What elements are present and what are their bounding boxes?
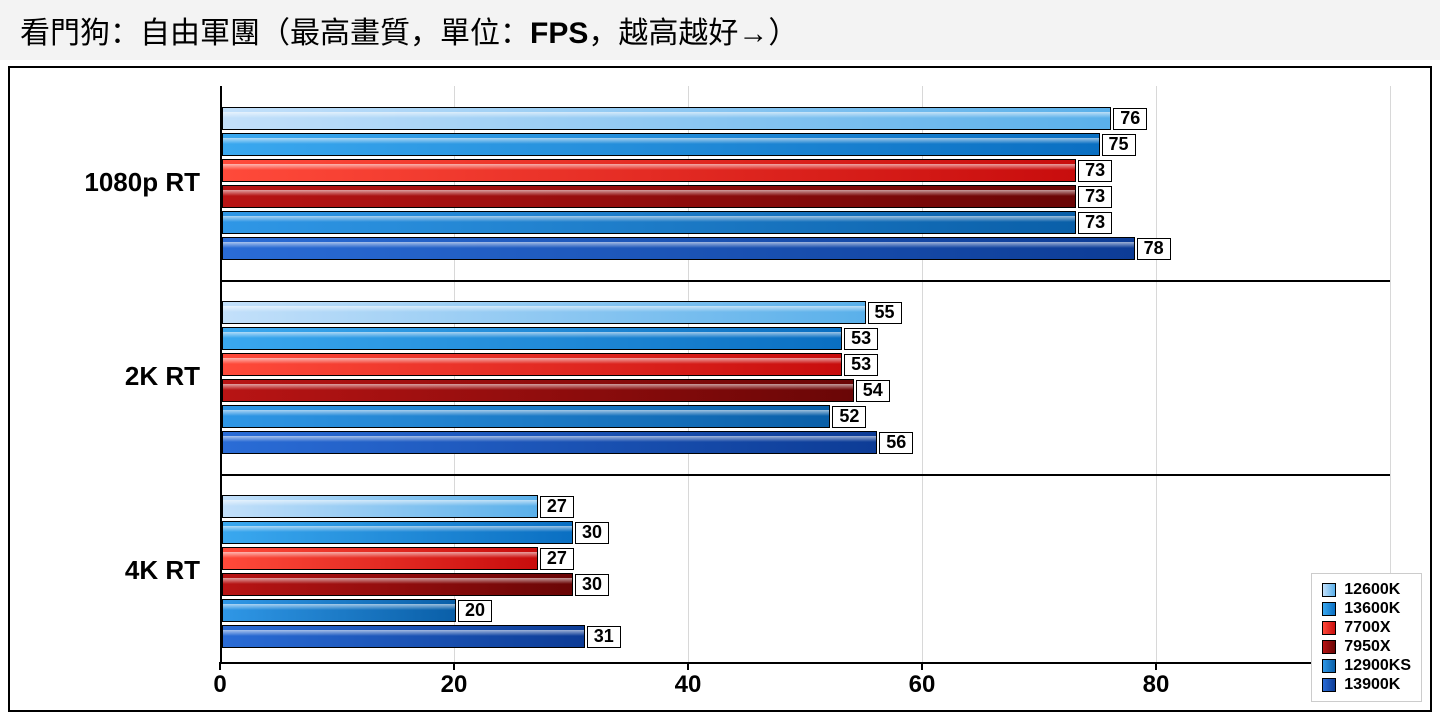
bar xyxy=(222,431,877,454)
bar xyxy=(222,353,842,376)
value-label: 27 xyxy=(540,496,574,518)
bar xyxy=(222,159,1076,182)
legend-item: 13600K xyxy=(1322,600,1411,618)
value-label: 76 xyxy=(1113,108,1147,130)
title-post: ，越高越好→） xyxy=(588,8,798,52)
x-tick-mark xyxy=(1155,662,1157,670)
bar xyxy=(222,625,585,648)
gridline xyxy=(1156,86,1157,664)
x-tick-label: 0 xyxy=(213,671,226,699)
value-label: 53 xyxy=(844,354,878,376)
bar xyxy=(222,379,854,402)
legend-item: 12900KS xyxy=(1322,657,1411,675)
group-divider xyxy=(220,280,1390,282)
x-axis-line xyxy=(220,662,1390,664)
bar xyxy=(222,211,1076,234)
value-label: 54 xyxy=(856,380,890,402)
x-tick-label: 20 xyxy=(441,671,468,699)
value-label: 27 xyxy=(540,548,574,570)
legend-label: 13600K xyxy=(1344,600,1400,618)
x-tick-mark xyxy=(687,662,689,670)
bar xyxy=(222,327,842,350)
value-label: 31 xyxy=(587,626,621,648)
value-label: 56 xyxy=(879,432,913,454)
chart-frame: 0204060801001080p RT7675737373782K RT555… xyxy=(8,66,1432,712)
legend-label: 12600K xyxy=(1344,581,1400,599)
x-tick-label: 80 xyxy=(1143,671,1170,699)
plot-area: 0204060801001080p RT7675737373782K RT555… xyxy=(220,86,1390,664)
value-label: 30 xyxy=(575,574,609,596)
legend-item: 12600K xyxy=(1322,581,1411,599)
bar xyxy=(222,547,538,570)
bar xyxy=(222,185,1076,208)
bar xyxy=(222,495,538,518)
bar xyxy=(222,133,1100,156)
legend-swatch xyxy=(1322,640,1336,654)
bar xyxy=(222,521,573,544)
category-label: 4K RT xyxy=(125,555,200,586)
legend-swatch xyxy=(1322,602,1336,616)
title-bold: FPS xyxy=(530,17,588,51)
category-label: 2K RT xyxy=(125,361,200,392)
bar xyxy=(222,573,573,596)
bar xyxy=(222,107,1111,130)
value-label: 52 xyxy=(832,406,866,428)
value-label: 75 xyxy=(1102,134,1136,156)
legend-swatch xyxy=(1322,583,1336,597)
value-label: 53 xyxy=(844,328,878,350)
legend: 12600K13600K7700X7950X12900KS13900K xyxy=(1311,573,1422,702)
x-tick-mark xyxy=(453,662,455,670)
value-label: 55 xyxy=(868,302,902,324)
category-label: 1080p RT xyxy=(84,167,200,198)
legend-swatch xyxy=(1322,659,1336,673)
value-label: 73 xyxy=(1078,212,1112,234)
group-divider xyxy=(220,474,1390,476)
legend-swatch xyxy=(1322,621,1336,635)
legend-label: 7950X xyxy=(1344,638,1390,656)
bar xyxy=(222,405,830,428)
legend-item: 13900K xyxy=(1322,676,1411,694)
legend-item: 7700X xyxy=(1322,619,1411,637)
bar xyxy=(222,237,1135,260)
title-pre: 看門狗：自由軍團（最高畫質，單位： xyxy=(20,8,530,52)
chart-title: 看門狗：自由軍團（最高畫質，單位： FPS ，越高越好→） xyxy=(0,0,1440,60)
legend-item: 7950X xyxy=(1322,638,1411,656)
value-label: 73 xyxy=(1078,186,1112,208)
legend-label: 13900K xyxy=(1344,676,1400,694)
bar xyxy=(222,599,456,622)
x-tick-label: 60 xyxy=(909,671,936,699)
x-tick-label: 40 xyxy=(675,671,702,699)
bar xyxy=(222,301,866,324)
legend-label: 7700X xyxy=(1344,619,1390,637)
legend-label: 12900KS xyxy=(1344,657,1411,675)
x-tick-mark xyxy=(219,662,221,670)
legend-swatch xyxy=(1322,678,1336,692)
x-tick-mark xyxy=(921,662,923,670)
value-label: 20 xyxy=(458,600,492,622)
value-label: 78 xyxy=(1137,238,1171,260)
value-label: 30 xyxy=(575,522,609,544)
value-label: 73 xyxy=(1078,160,1112,182)
